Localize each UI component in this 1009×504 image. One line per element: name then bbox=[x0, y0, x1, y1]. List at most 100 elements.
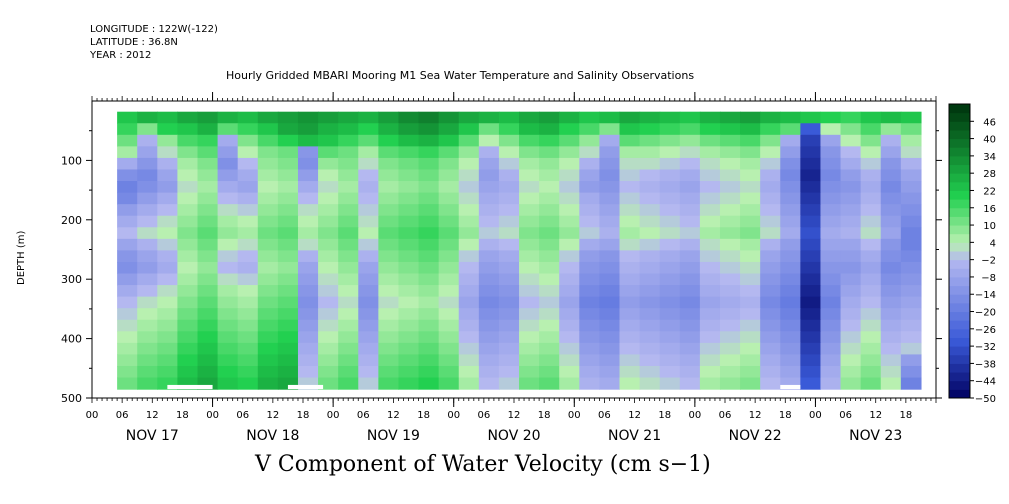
heatmap-cell bbox=[217, 285, 239, 298]
heatmap-cell bbox=[659, 285, 681, 298]
heatmap-cell bbox=[800, 169, 822, 182]
heatmap-cell bbox=[880, 331, 902, 344]
heatmap-cell bbox=[378, 250, 400, 263]
x-hour-label: 06 bbox=[116, 410, 129, 421]
heatmap-cell bbox=[177, 296, 199, 309]
heatmap-cell bbox=[900, 204, 922, 217]
heatmap-cell bbox=[197, 111, 219, 124]
heatmap-cell bbox=[217, 192, 239, 205]
heatmap-cell bbox=[277, 273, 299, 286]
heatmap-cell bbox=[699, 123, 721, 136]
heatmap-cell bbox=[699, 157, 721, 171]
heatmap-cell bbox=[619, 157, 641, 171]
heatmap-cell bbox=[900, 285, 922, 298]
heatmap-cell bbox=[277, 354, 299, 367]
heatmap-cell bbox=[177, 319, 199, 332]
heatmap-cell bbox=[659, 331, 681, 344]
x-hour-label: 12 bbox=[266, 410, 279, 421]
heatmap-cell bbox=[277, 331, 299, 344]
heatmap-cell bbox=[177, 111, 199, 124]
heatmap-cell bbox=[458, 157, 480, 171]
heatmap-cell bbox=[277, 157, 299, 171]
heatmap-cell bbox=[297, 157, 319, 171]
heatmap-cell bbox=[539, 296, 560, 309]
heatmap-cell bbox=[478, 354, 500, 367]
heatmap-cell bbox=[237, 134, 259, 147]
x-hour-label: 18 bbox=[538, 410, 551, 421]
heatmap-cell bbox=[478, 123, 500, 136]
heatmap-cell bbox=[539, 227, 560, 240]
heatmap-cell bbox=[177, 250, 199, 263]
heatmap-cell bbox=[418, 365, 440, 379]
colorbar-label: 22 bbox=[983, 186, 996, 197]
heatmap-cell bbox=[639, 134, 661, 147]
heatmap-cell bbox=[498, 250, 520, 263]
heatmap-cell bbox=[277, 250, 299, 263]
heatmap-cell bbox=[418, 181, 440, 194]
heatmap-cell bbox=[277, 342, 299, 356]
heatmap-cell bbox=[217, 123, 239, 136]
y-tick-label: 400 bbox=[61, 333, 82, 346]
heatmap-cell bbox=[157, 146, 179, 159]
heatmap-cell bbox=[257, 296, 279, 309]
heatmap-cell bbox=[277, 192, 299, 205]
heatmap-cell bbox=[277, 215, 299, 228]
heatmap-cell bbox=[519, 123, 540, 136]
heatmap-cell bbox=[659, 134, 681, 147]
heatmap-cell bbox=[237, 238, 259, 251]
heatmap-cell bbox=[197, 157, 219, 171]
heatmap-cell bbox=[458, 331, 480, 344]
colorbar-label: 4 bbox=[990, 238, 996, 249]
heatmap-cell bbox=[619, 111, 641, 124]
heatmap-cell bbox=[338, 250, 359, 263]
heatmap-cell bbox=[740, 227, 761, 240]
heatmap-cell bbox=[619, 285, 641, 298]
x-day-label: NOV 22 bbox=[729, 428, 782, 444]
heatmap-cell bbox=[438, 354, 460, 367]
heatmap-cell bbox=[619, 123, 641, 136]
heatmap-cell bbox=[237, 204, 259, 217]
heatmap-cell bbox=[177, 238, 199, 251]
y-tick-label: 100 bbox=[61, 154, 82, 167]
heatmap-cell bbox=[760, 111, 781, 124]
heatmap-cell bbox=[599, 169, 621, 182]
colorbar-swatch bbox=[949, 147, 970, 157]
heatmap-cell bbox=[418, 308, 440, 321]
colorbar-swatch bbox=[949, 328, 970, 338]
heatmap-cell bbox=[639, 227, 661, 240]
heatmap-cell bbox=[438, 319, 460, 332]
heatmap-cell bbox=[900, 342, 922, 356]
heatmap-cell bbox=[900, 192, 922, 205]
longitude-label: LONGITUDE : 122W(-122) bbox=[90, 24, 218, 35]
heatmap-cell bbox=[800, 192, 822, 205]
x-hour-label: 06 bbox=[357, 410, 370, 421]
heatmap-cell bbox=[559, 354, 580, 367]
heatmap-cell bbox=[157, 111, 179, 124]
heatmap-cell bbox=[579, 250, 601, 263]
heatmap-cell bbox=[619, 181, 641, 194]
heatmap-cell bbox=[137, 331, 158, 344]
heatmap-cell bbox=[900, 296, 922, 309]
heatmap-cell bbox=[137, 377, 158, 390]
heatmap-cell bbox=[519, 146, 540, 159]
heatmap-cell bbox=[840, 342, 862, 356]
heatmap-cell bbox=[699, 215, 721, 228]
heatmap-cell bbox=[800, 238, 822, 251]
heatmap-cell bbox=[619, 273, 641, 286]
heatmap-cell bbox=[679, 308, 701, 321]
heatmap-cell bbox=[840, 296, 862, 309]
heatmap-cell bbox=[458, 354, 480, 367]
heatmap-cell bbox=[860, 273, 882, 286]
heatmap-cell bbox=[237, 331, 259, 344]
heatmap-cell bbox=[137, 157, 158, 171]
heatmap-cell bbox=[659, 377, 681, 390]
heatmap-cell bbox=[679, 181, 701, 194]
heatmap-cell bbox=[679, 354, 701, 367]
heatmap-cell bbox=[579, 111, 601, 124]
heatmap-cell bbox=[157, 227, 179, 240]
heatmap-cell bbox=[760, 123, 781, 136]
heatmap-cell bbox=[257, 377, 279, 390]
heatmap-cell bbox=[237, 308, 259, 321]
heatmap-cell bbox=[619, 169, 641, 182]
heatmap-cell bbox=[338, 296, 359, 309]
